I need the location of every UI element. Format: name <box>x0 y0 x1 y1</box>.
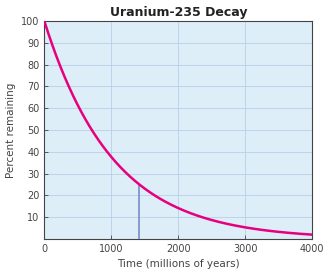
X-axis label: Time (millions of years): Time (millions of years) <box>117 259 240 270</box>
Y-axis label: Percent remaining: Percent remaining <box>6 82 16 178</box>
Title: Uranium-235 Decay: Uranium-235 Decay <box>110 6 247 18</box>
